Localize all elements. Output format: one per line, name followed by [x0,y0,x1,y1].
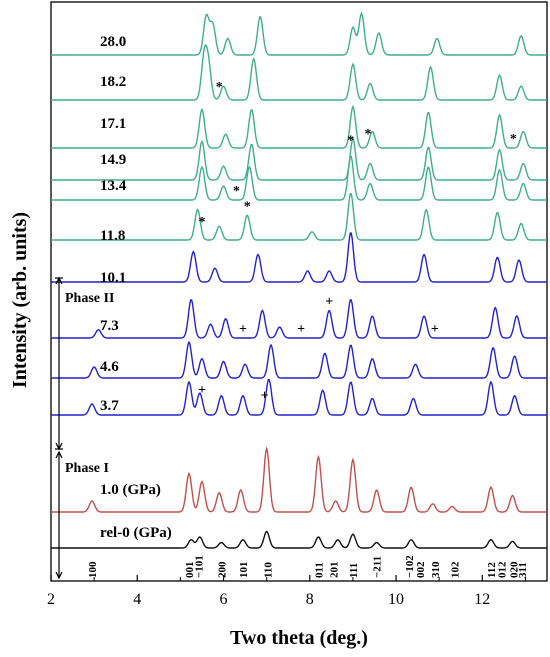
series-label: 13.4 [100,178,127,194]
hkl-label: 112 [486,562,498,578]
x-tick-label: 10 [388,591,404,608]
x-tick-label: 2 [47,591,55,608]
series-line-6 [51,232,547,283]
series-line-4 [51,155,547,201]
peak-marker: + [198,383,206,398]
x-tick-label: 12 [474,591,490,608]
peak-marker: * [198,215,205,230]
arrow-head [55,571,63,580]
series-line-5 [51,193,547,241]
series-line-0 [51,11,547,56]
hkl-label: −211 [372,556,384,578]
series-line-11 [51,530,547,549]
series-label: 14.9 [100,152,126,168]
peak-marker: + [325,295,333,310]
series-label: 17.1 [100,116,126,132]
hkl-label: −101 [194,555,206,578]
series-label: rel-0 (GPa) [100,525,172,541]
hkl-label: 102 [449,561,461,578]
x-tick-label: 6 [220,591,228,608]
hkl-label: 200 [216,561,228,578]
hkl-label: 111 [348,563,360,578]
x-axis-label: Two theta (deg.) [230,627,368,649]
hkl-label: 201 [329,562,341,579]
hkl-label: 101 [238,562,250,579]
phase-label: Phase II [65,291,114,306]
peak-marker: + [261,389,269,404]
series-label: 3.7 [100,398,119,414]
peak-marker: * [244,199,251,214]
series-line-9 [51,379,547,416]
peak-marker: * [510,132,517,147]
series-label: 28.0 [100,34,126,50]
peak-marker: + [297,322,305,337]
series-label: 11.8 [100,228,125,244]
peak-marker: * [347,134,354,149]
series-label: 4.6 [100,359,119,375]
series-label: 10.1 [100,270,126,286]
peak-marker: * [233,184,240,199]
x-tick-label: 4 [133,591,141,608]
arrow-head [55,276,63,285]
peak-marker: + [431,322,439,337]
hkl-label: 100 [87,561,99,578]
hkl-label: 002 [415,561,427,578]
series-line-10 [51,446,547,513]
peak-marker: * [365,127,372,142]
series-line-3 [51,136,547,181]
phase-label: Phase I [65,461,109,476]
arrow-head [55,442,63,451]
peak-marker: * [216,80,223,95]
series-line-8 [51,340,547,379]
hkl-label: 110 [263,562,275,578]
y-axis-label: Intensity (arb. units) [9,212,31,388]
hkl-label: 011 [313,562,325,578]
hkl-label: 012 [497,561,509,578]
plot-frame [50,1,548,582]
series-line-1 [51,44,547,101]
hkl-label: 001 [184,562,196,579]
series-line-7 [51,299,547,339]
hkl-label: 020 [508,561,520,578]
x-tick-label: 8 [306,591,314,608]
hkl-label: 310 [430,561,442,578]
peak-marker: + [239,322,247,337]
series-label: 1.0 (GPa) [100,482,161,498]
hkl-label: 311 [517,562,529,578]
series-line-2 [51,104,547,149]
series-label: 7.3 [100,318,119,334]
series-label: 18.2 [100,74,126,90]
hkl-label: −102 [404,555,416,578]
arrow-head [55,450,63,459]
